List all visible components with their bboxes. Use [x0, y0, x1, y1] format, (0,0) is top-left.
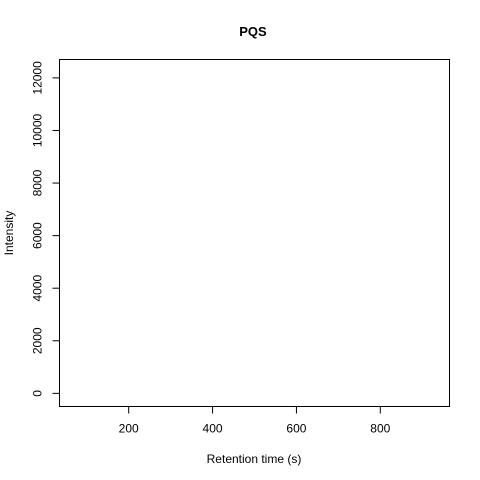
- x-tick-label: 600: [286, 422, 306, 436]
- x-tick-label: 400: [203, 422, 223, 436]
- y-axis-label: Intensity: [2, 211, 16, 256]
- y-axis: 0 2000 4000 6000 8000 10000 12000: [31, 61, 60, 397]
- y-tick-label: 10000: [31, 113, 45, 147]
- x-axis-label: Retention time (s): [207, 452, 302, 466]
- plot-area-box: [59, 59, 450, 407]
- x-axis: 200 400 600 800: [119, 406, 391, 436]
- y-tick-label: 2000: [31, 327, 45, 354]
- y-tick-label: 4000: [31, 275, 45, 302]
- y-tick-label: 12000: [31, 61, 45, 95]
- x-tick-label: 200: [119, 422, 139, 436]
- y-tick-label: 8000: [31, 169, 45, 196]
- y-tick-label: 6000: [31, 222, 45, 249]
- x-tick-label: 800: [370, 422, 390, 436]
- y-tick-label: 0: [31, 390, 45, 397]
- chart-title: PQS: [239, 24, 267, 39]
